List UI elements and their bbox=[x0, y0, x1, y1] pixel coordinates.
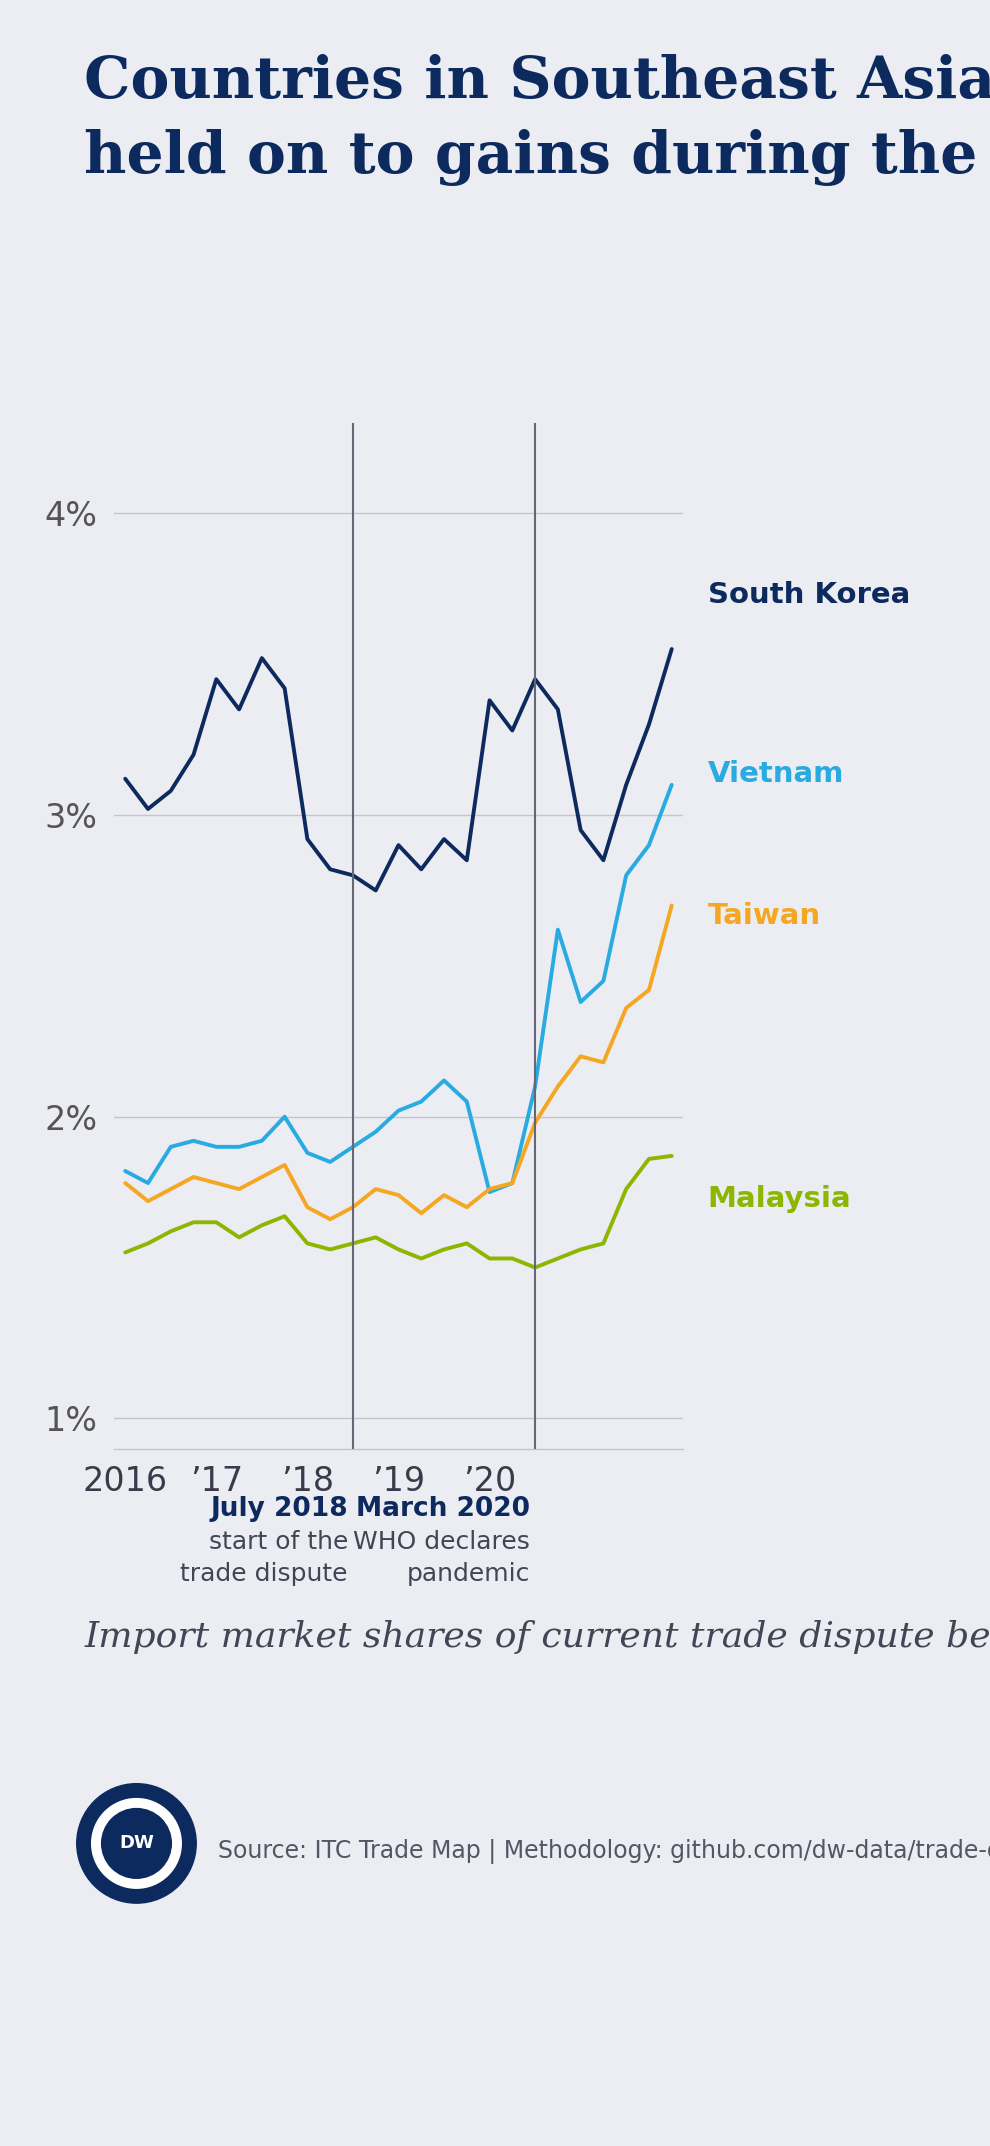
Text: Countries in Southeast Asia have: Countries in Southeast Asia have bbox=[84, 54, 990, 109]
Circle shape bbox=[102, 1809, 171, 1878]
Text: start of the
trade dispute: start of the trade dispute bbox=[180, 1530, 348, 1586]
Text: Taiwan: Taiwan bbox=[708, 901, 821, 929]
Text: WHO declares
pandemic: WHO declares pandemic bbox=[353, 1530, 531, 1586]
Text: South Korea: South Korea bbox=[708, 582, 910, 609]
Text: Import market shares of current trade dispute beneficiaries: Import market shares of current trade di… bbox=[84, 1620, 990, 1655]
Circle shape bbox=[92, 1798, 181, 1888]
Text: Vietnam: Vietnam bbox=[708, 760, 844, 788]
Text: March 2020: March 2020 bbox=[356, 1496, 531, 1522]
Text: July 2018: July 2018 bbox=[210, 1496, 348, 1522]
Text: Source: ITC Trade Map | Methodology: github.com/dw-data/trade-dispute: Source: ITC Trade Map | Methodology: git… bbox=[218, 1839, 990, 1865]
Text: Malaysia: Malaysia bbox=[708, 1185, 851, 1212]
Circle shape bbox=[77, 1783, 196, 1904]
Text: DW: DW bbox=[119, 1835, 153, 1852]
Text: held on to gains during the pandemic: held on to gains during the pandemic bbox=[84, 129, 990, 187]
